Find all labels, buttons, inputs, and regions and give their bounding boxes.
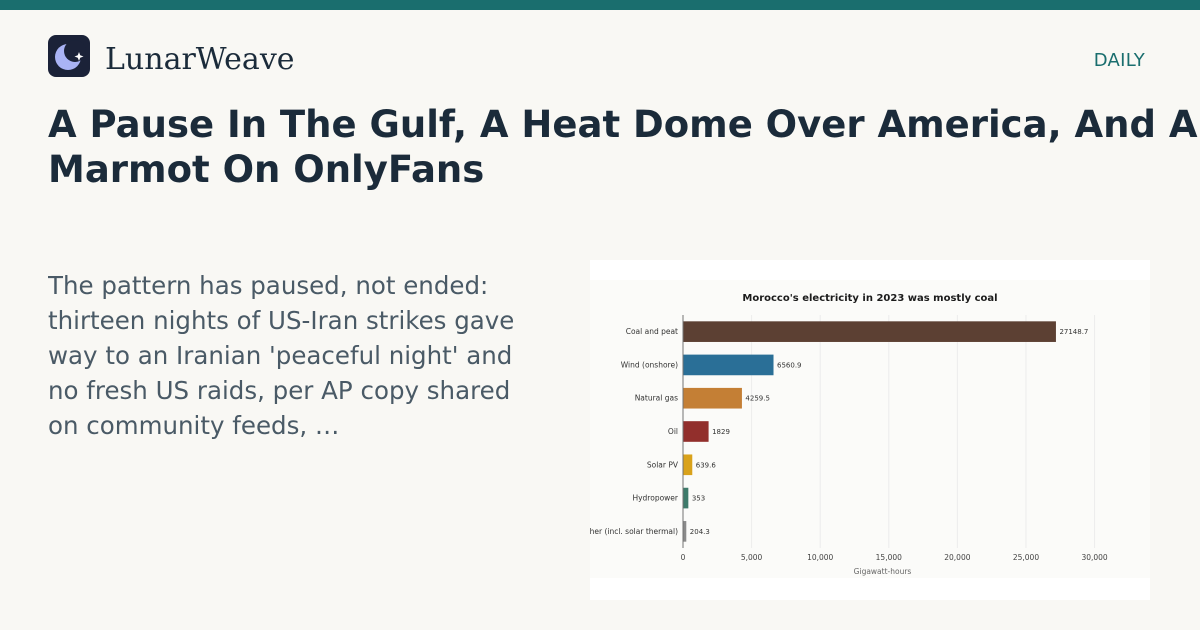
bar-7	[683, 521, 687, 542]
section-label[interactable]: DAILY	[1093, 50, 1145, 71]
data-label: 6560.9	[777, 361, 802, 369]
top-accent-bar	[0, 0, 1200, 10]
chart-title: Morocco's electricity in 2023 was mostly…	[742, 293, 997, 304]
article-excerpt: The pattern has paused, not ended: thirt…	[48, 271, 515, 440]
bar-chart: 0 5,000 10,000 15,000 20,000 25,000 30,000 Coal…	[590, 280, 1150, 578]
x-axis-label: Gigawatt-hours	[854, 567, 912, 576]
y-tick-label: Natural gas	[635, 394, 678, 403]
y-tick-label: Hydropower	[632, 494, 678, 503]
bar-2	[683, 354, 774, 376]
y-tick-label: Wind (onshore)	[621, 360, 678, 369]
bar-5	[683, 454, 693, 476]
data-label: 27148.7	[1059, 328, 1088, 336]
crescent-moon-icon	[55, 40, 86, 70]
data-label: 4259.5	[745, 395, 770, 403]
data-label: 204.3	[690, 528, 710, 536]
y-tick-label: Other (incl. solar thermal)	[590, 527, 678, 536]
x-tick-label: 30,000	[1081, 553, 1107, 562]
brand-logo[interactable]	[48, 35, 90, 77]
page-title: A Pause In The Gulf, A Heat Dome Over Am…	[48, 102, 1200, 192]
x-tick-label: 20,000	[944, 553, 970, 562]
bar-6	[683, 487, 689, 509]
y-tick-label: Solar PV	[647, 460, 679, 469]
headline-line-2: Marmot On OnlyFans	[48, 148, 485, 191]
chart-card: 0 5,000 10,000 15,000 20,000 25,000 30,000 Coal…	[590, 260, 1150, 600]
x-tick-label: 15,000	[876, 553, 902, 562]
data-label: 639.6	[696, 461, 717, 469]
x-tick-label: 25,000	[1013, 553, 1039, 562]
headline-line-1: A Pause In The Gulf, A Heat Dome Over Am…	[48, 103, 1198, 146]
brand-name[interactable]: LunarWeave	[105, 42, 295, 77]
x-tick-label: 5,000	[741, 553, 763, 562]
x-tick-label: 10,000	[807, 553, 833, 562]
data-label: 1829	[712, 428, 730, 436]
x-tick-label: 0	[681, 553, 686, 562]
y-tick-label: Oil	[668, 427, 678, 436]
data-label: 353	[692, 495, 705, 503]
bar-3	[683, 387, 742, 409]
bar-1	[683, 321, 1056, 342]
bar-4	[683, 421, 709, 442]
y-tick-label: Coal and peat	[626, 327, 678, 336]
